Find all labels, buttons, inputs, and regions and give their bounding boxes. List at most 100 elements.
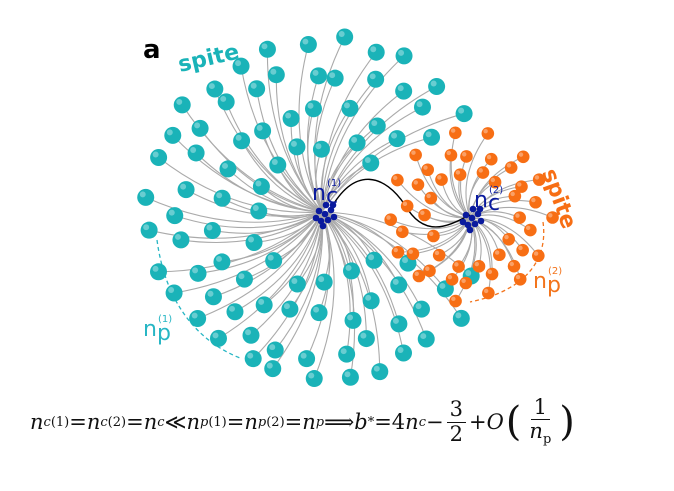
pendant-chain (321, 211, 381, 372)
pendant-bead (206, 80, 224, 98)
pendant-bead (226, 303, 244, 321)
pendant-count-arc-2 (469, 221, 545, 303)
pendant-chain (158, 211, 323, 273)
pendant-bead (242, 326, 260, 344)
pendant-chain (145, 196, 323, 223)
svg-text:c: c (326, 184, 338, 209)
svg-text:(2): (2) (548, 266, 562, 277)
pendant-bead (449, 294, 462, 308)
pendant-bead (299, 36, 317, 54)
pendant-chain (451, 217, 473, 280)
pendant-bead (258, 40, 276, 58)
pendant-bead (235, 270, 253, 288)
pendant-bead (418, 208, 431, 222)
pendant-bead (343, 262, 361, 280)
pendant-chain (450, 132, 471, 219)
pendant-bead (281, 300, 299, 318)
chains-spite-1 (145, 36, 472, 379)
core-bead (315, 207, 323, 215)
pendant-bead (406, 247, 420, 261)
pendant-bead (341, 99, 359, 117)
pendant-bead (453, 168, 467, 181)
svg-text:n: n (312, 181, 326, 206)
core-bead (319, 222, 327, 230)
pendant-bead (150, 149, 168, 167)
pendant-bead (391, 173, 404, 187)
pendant-bead (516, 150, 530, 164)
pendant-chain (321, 211, 427, 340)
pendant-bead (304, 100, 322, 118)
pendant-bead (165, 284, 183, 302)
pendant-bead (312, 140, 330, 158)
pendant-bead (423, 264, 436, 278)
pendant-bead (338, 345, 356, 363)
svg-text:p: p (547, 273, 561, 298)
pendant-bead (248, 80, 266, 98)
pendant-chain (174, 211, 323, 229)
pendant-bead (546, 211, 559, 224)
core-bead (321, 210, 329, 218)
pendant-bead (390, 315, 408, 333)
core-count-label-2: n c (2) (474, 185, 503, 216)
pendant-bead (395, 47, 413, 65)
polymer-diagram: a spite spite n c (1) n c (2) n p (1) n … (137, 28, 581, 388)
spite-label-left: spite (176, 40, 242, 78)
pendant-bead (269, 156, 287, 174)
pendant-bead (164, 126, 182, 144)
pendant-chain (218, 211, 323, 339)
pendant-bead (209, 329, 227, 347)
pendant-bead (452, 309, 470, 327)
core-bead (471, 220, 479, 228)
pendant-bead (504, 161, 518, 174)
pendant-bead (173, 96, 191, 114)
pendant-chain (313, 211, 335, 379)
pendant-bead (326, 69, 344, 87)
pendant-chain (307, 75, 323, 213)
pendant-bead (409, 148, 422, 162)
pendant-bead (367, 70, 385, 88)
pendant-bead (365, 251, 383, 269)
pendant-bead (357, 330, 375, 348)
core-bead (474, 210, 482, 218)
pendant-chain (321, 136, 432, 213)
pendant-chain (321, 55, 405, 213)
pendant-bead (367, 43, 385, 61)
pendant-bead (412, 300, 430, 318)
pendant-bead (362, 154, 380, 172)
pendant-bead (472, 260, 486, 273)
pendant-chain (469, 217, 539, 257)
pendant-bead (417, 330, 435, 348)
pendant-bead (288, 138, 306, 156)
pendant-chain (468, 158, 492, 219)
pendant-bead (204, 288, 222, 306)
pendant-bead (252, 177, 270, 195)
pendant-bead (254, 122, 272, 140)
pendant-bead (513, 272, 527, 286)
pendant-bead (391, 245, 405, 259)
pendant-bead (233, 132, 251, 150)
svg-text:(1): (1) (327, 178, 341, 189)
pendant-bead (435, 173, 448, 186)
pendant-count-arc-1 (156, 239, 241, 359)
pendant-chain (396, 179, 471, 219)
pendant-bead (452, 260, 465, 273)
pendant-bead (140, 221, 158, 239)
pendant-bead (507, 259, 521, 273)
pendant-bead (244, 350, 262, 368)
core-bead (462, 211, 470, 219)
pendant-bead (298, 350, 316, 368)
fraction-one-over-np: 1 np (529, 395, 552, 448)
pendant-bead (449, 126, 462, 140)
pendant-bead (411, 178, 425, 191)
core-bead (476, 205, 484, 213)
pendant-bead (484, 152, 498, 166)
pendant-bead (245, 233, 263, 251)
pendant-beads-1 (137, 28, 480, 388)
pendant-bead (288, 275, 306, 293)
pendant-chain (465, 133, 489, 219)
core-bead (477, 217, 485, 225)
pendant-chain (234, 211, 323, 313)
pendant-chain (321, 85, 437, 213)
pendant-chain (240, 65, 323, 213)
